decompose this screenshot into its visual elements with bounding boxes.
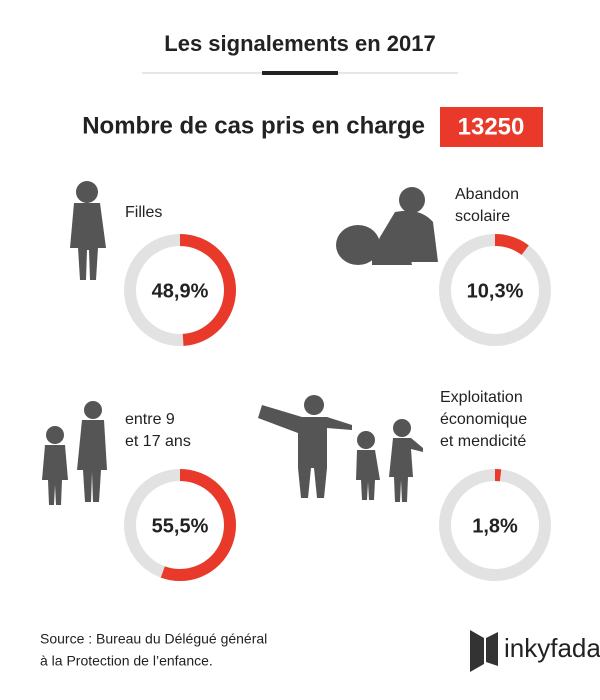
donut-arc <box>439 234 551 346</box>
donut-title: scolaire <box>455 208 510 225</box>
silhouette-children <box>42 401 107 505</box>
logo-icon <box>470 630 498 672</box>
donut-title: Abandon <box>455 186 519 203</box>
logo: inkyfada <box>504 633 600 663</box>
source-line: Source : Bureau du Délégué général <box>40 631 267 647</box>
headline-box <box>440 107 543 147</box>
headline-label: Nombre de cas pris en charge <box>82 112 425 139</box>
headline-value: 13250 <box>458 113 525 140</box>
donut-title: entre 9 <box>125 411 175 428</box>
donut-arc <box>124 469 236 581</box>
source-line: à la Protection de l’enfance. <box>40 653 213 669</box>
silhouette-girl <box>70 181 106 280</box>
donut-value-label: 10,3% <box>467 280 524 302</box>
donut-arc <box>124 234 236 346</box>
donut-title: économique <box>440 411 527 428</box>
donut-title: Filles <box>125 204 162 221</box>
donut-value-label: 55,5% <box>152 515 209 537</box>
donut-value-label: 48,9% <box>152 280 209 302</box>
silhouette-boy-sitting <box>336 187 438 265</box>
page-title: Les signalements en 2017 <box>164 31 435 56</box>
donut-title: et mendicité <box>440 433 526 450</box>
donut-value-label: 1,8% <box>472 515 518 537</box>
donut-arc <box>439 469 551 581</box>
donut-title: Exploitation <box>440 389 523 406</box>
donut-title: et 17 ans <box>125 433 191 450</box>
silhouette-adult-children <box>258 395 423 502</box>
